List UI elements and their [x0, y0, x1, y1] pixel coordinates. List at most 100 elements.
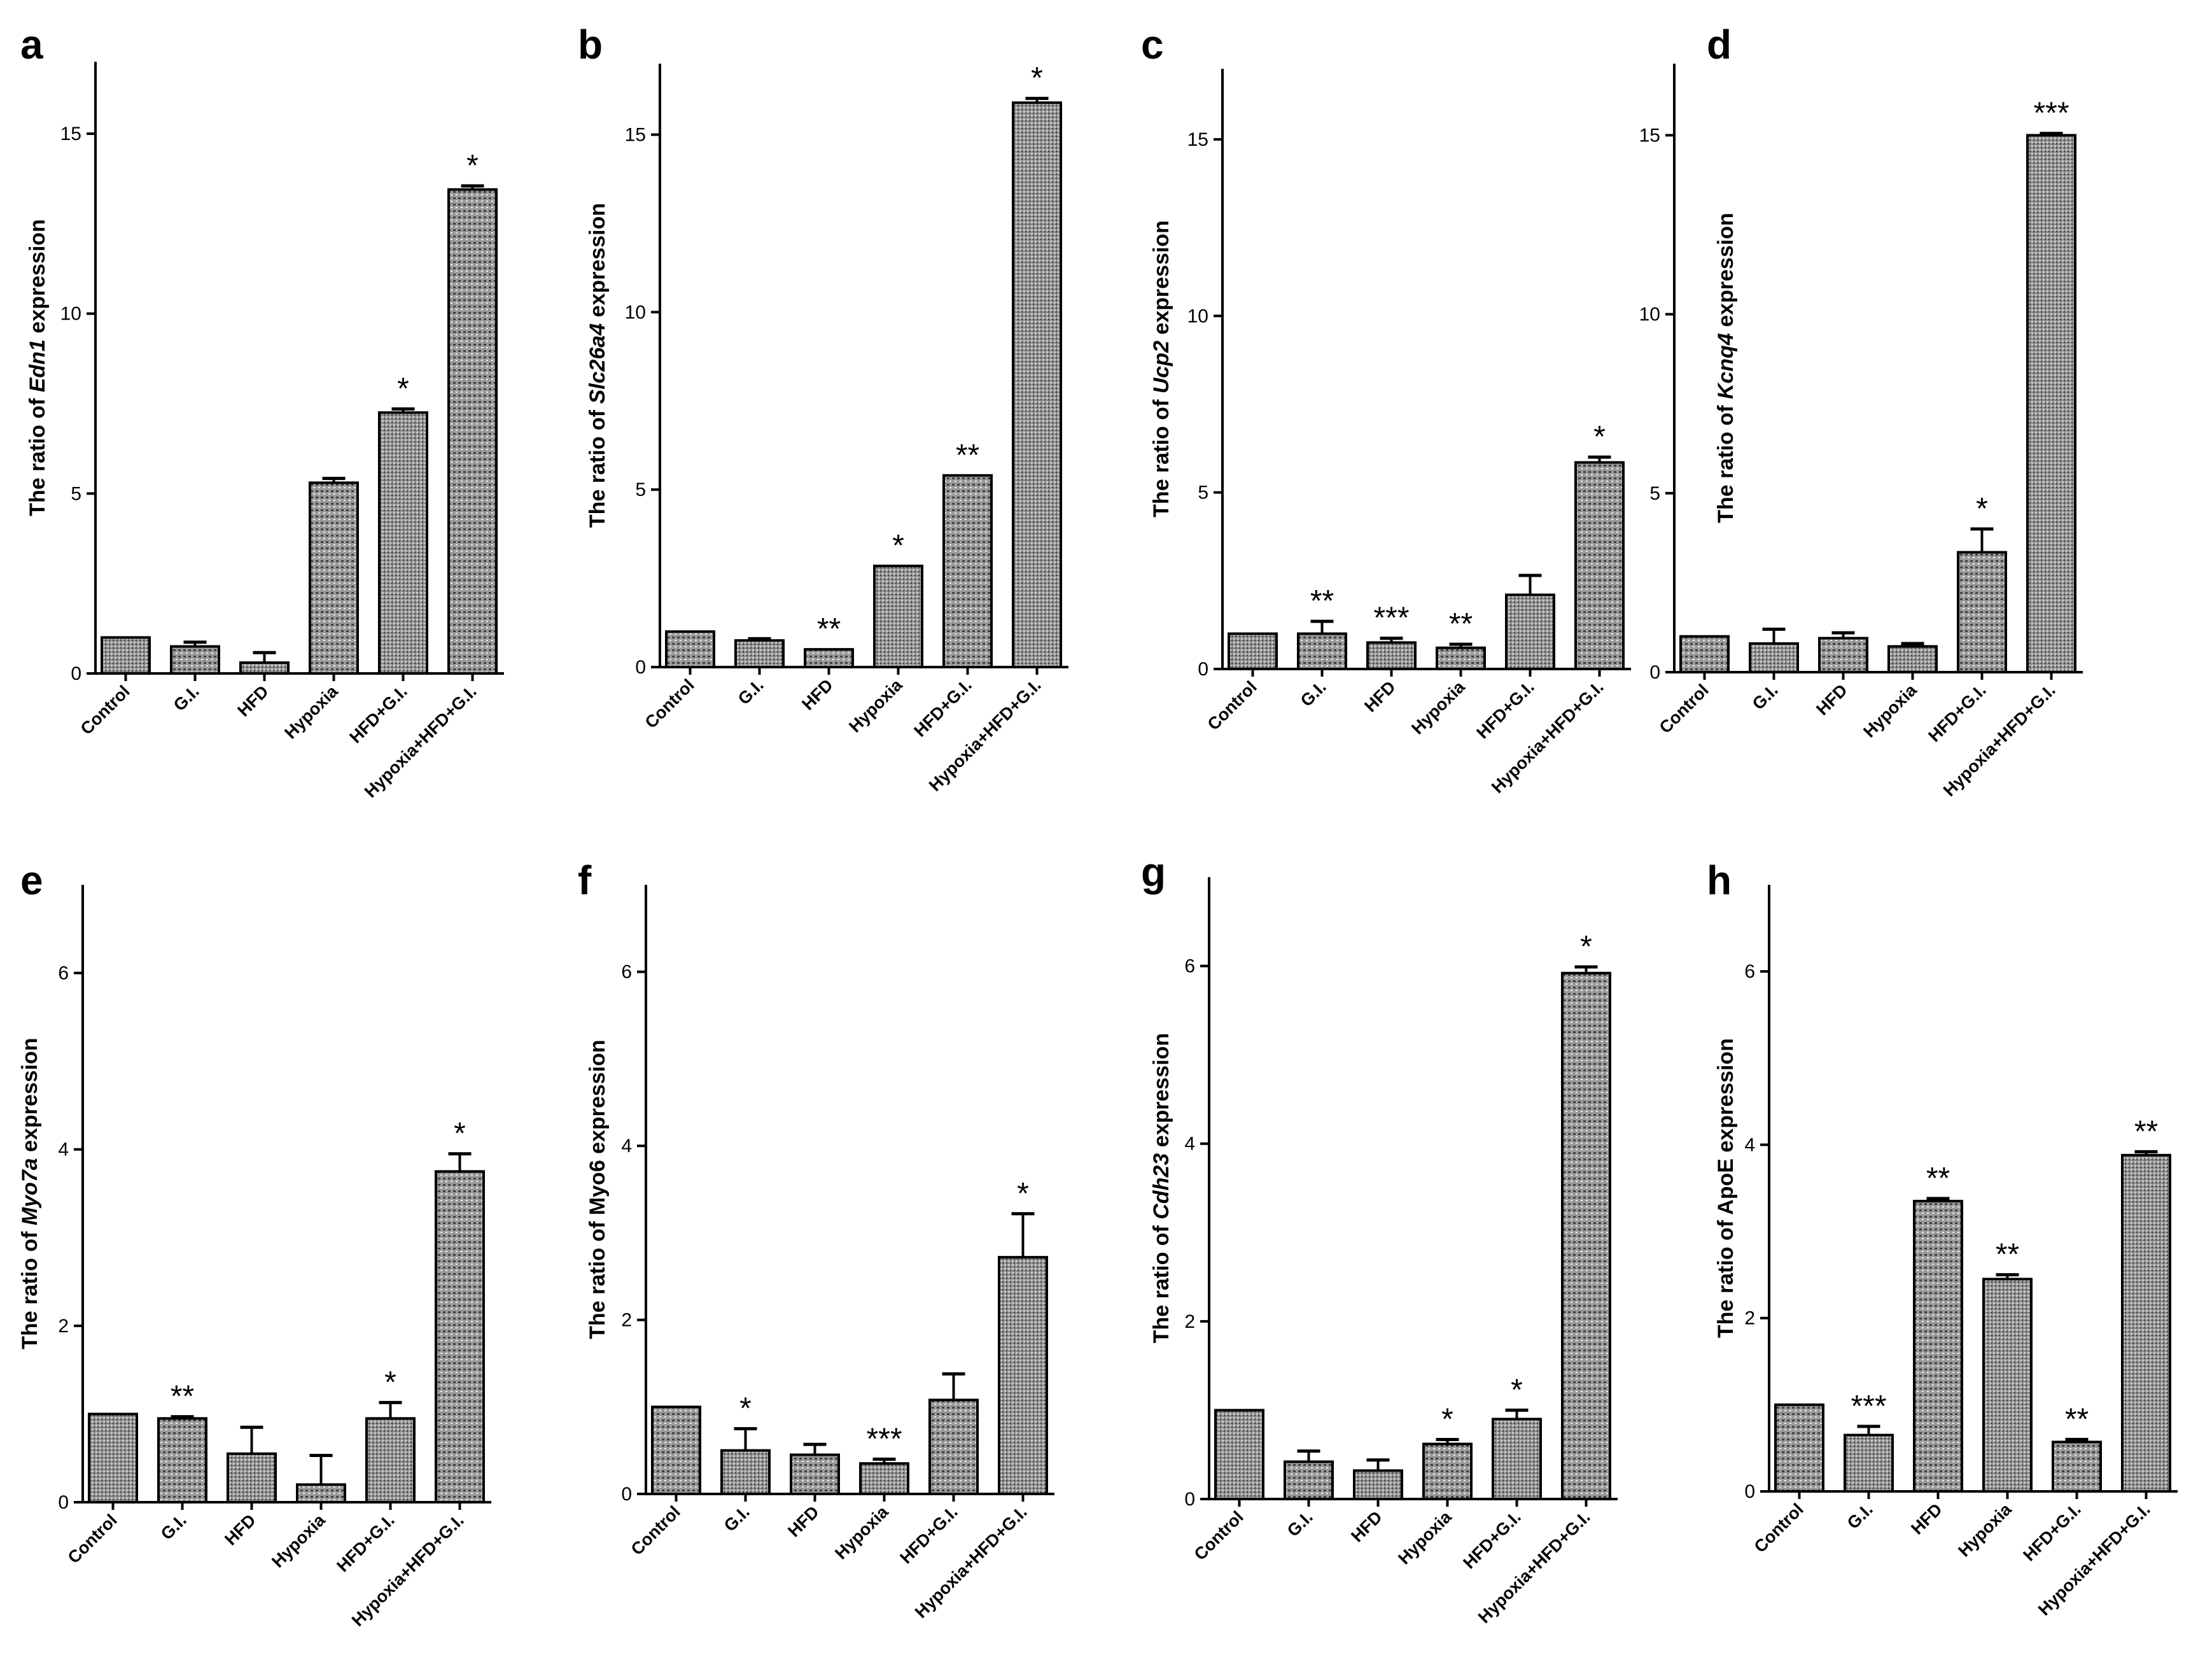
bar — [1436, 646, 1486, 671]
category-label: Control — [1751, 1500, 1807, 1556]
y-axis-label-prefix: The ratio of ApoE expression — [1714, 1038, 1738, 1338]
y-tick-label: 4 — [621, 1136, 632, 1157]
category-label: Hypoxia — [1394, 1507, 1455, 1568]
significance-label: * — [1976, 492, 1988, 526]
bar — [873, 565, 923, 669]
significance-label: * — [1593, 420, 1606, 454]
category-label: Hypoxia — [831, 1502, 892, 1563]
y-axis-label-suffix: expression — [25, 219, 50, 339]
panel-g: g 0 2 4 6 The ratio of Cdh23 expression Contro… — [1141, 849, 1618, 1627]
y-axis-label-gene: Slc26a4 — [585, 323, 610, 404]
y-tick-label: 0 — [71, 663, 81, 684]
significance-label: * — [892, 529, 904, 563]
y-axis-label-prefix: The ratio of — [585, 404, 610, 528]
y-tick-label: 0 — [1649, 662, 1660, 683]
bar — [227, 1452, 277, 1503]
panel-e: e 0 2 4 6 The ratio of Myo7a expression Contro… — [18, 857, 491, 1630]
y-axis-label-prefix: The ratio of — [1149, 393, 1173, 518]
y-axis-label: The ratio of ApoE expression — [1714, 1038, 1738, 1338]
y-tick-label: 0 — [58, 1492, 69, 1513]
significance-label: * — [1441, 1402, 1453, 1436]
panel-label: b — [578, 22, 603, 67]
bar — [1957, 551, 2007, 673]
category-label: Hypoxia — [268, 1510, 329, 1571]
y-axis-label-suffix: expression — [1714, 213, 1738, 333]
bar — [1844, 1433, 1894, 1493]
y-axis-label-suffix: expression — [18, 1038, 42, 1158]
significance-label: ** — [1926, 1162, 1950, 1195]
category-label: HFD — [1347, 1507, 1385, 1546]
category-label: G.I. — [157, 1511, 190, 1544]
bar — [1818, 637, 1868, 674]
category-label: Hypoxia — [845, 675, 906, 736]
y-tick-label: 2 — [1184, 1311, 1195, 1332]
panel-b: b 0 5 10 15 The ratio of Slc26a4 expression Co… — [578, 22, 1068, 795]
bar — [1366, 641, 1417, 670]
significance-label: * — [1511, 1373, 1523, 1407]
y-axis-label-prefix: The ratio of — [18, 1225, 42, 1349]
significance-label: *** — [1851, 1390, 1886, 1423]
bar — [665, 630, 715, 668]
bar — [88, 1412, 138, 1503]
category-label: Control — [641, 675, 698, 732]
y-axis-label: The ratio of Slc26a4 expression — [585, 203, 610, 528]
category-label: Control — [627, 1502, 684, 1559]
y-axis-label-prefix: The ratio of Myo6 expression — [585, 1039, 610, 1339]
category-label: Control — [1656, 680, 1712, 737]
bar — [378, 411, 428, 675]
significance-label: *** — [866, 1422, 902, 1456]
category-label: Control — [77, 682, 134, 738]
category-label: G.I. — [734, 675, 767, 708]
significance-label: * — [1031, 62, 1043, 95]
y-tick-label: 6 — [1744, 961, 1755, 982]
significance-label: * — [739, 1391, 752, 1425]
category-label: Hypoxia — [281, 681, 342, 742]
category-label: HFD+G.I. — [1459, 1507, 1524, 1572]
bar — [942, 474, 993, 669]
y-axis-label-prefix: The ratio of — [25, 392, 50, 516]
y-tick-label: 15 — [60, 123, 81, 144]
panel-h: h 0 2 4 6 The ratio of ApoE expression Control… — [1707, 857, 2178, 1619]
panel-d: d 0 5 10 15 The ratio of Kcnq4 expression Cont… — [1639, 22, 2083, 800]
bar — [1284, 1460, 1334, 1500]
y-tick-label: 10 — [1187, 306, 1208, 327]
significance-label: ** — [2065, 1402, 2089, 1436]
category-label: HFD — [784, 1502, 822, 1540]
category-label: Control — [64, 1511, 121, 1567]
bar — [447, 188, 498, 675]
bar — [157, 1417, 207, 1504]
y-tick-label: 0 — [1184, 1489, 1195, 1510]
y-tick-label: 10 — [625, 302, 646, 323]
bar — [1353, 1469, 1403, 1501]
bar — [998, 1256, 1048, 1495]
bar — [1913, 1199, 1963, 1493]
y-axis-label: The ratio of Cdh23 expression — [1149, 1033, 1173, 1343]
y-axis-label: The ratio of Ucp2 expression — [1149, 220, 1173, 518]
bar — [2052, 1440, 2102, 1493]
category-label: Hypoxia — [1954, 1499, 2015, 1560]
category-label: Control — [1204, 677, 1261, 734]
y-axis-label: The ratio of Kcnq4 expression — [1714, 213, 1738, 523]
bar — [928, 1398, 979, 1496]
bar — [170, 645, 220, 675]
significance-label: * — [1580, 930, 1592, 964]
y-tick-label: 15 — [1187, 129, 1208, 150]
category-label: HFD+G.I. — [346, 682, 410, 747]
y-tick-label: 15 — [1639, 125, 1660, 146]
y-tick-label: 4 — [1744, 1134, 1755, 1155]
significance-label: ** — [817, 612, 841, 646]
panel-label: g — [1141, 849, 1166, 895]
bar — [101, 636, 151, 675]
category-label: HFD — [234, 682, 272, 720]
bar — [1887, 645, 1938, 673]
panel-label: e — [20, 857, 43, 903]
category-label: HFD+G.I. — [2019, 1500, 2084, 1565]
panel-label: d — [1707, 22, 1732, 67]
bar — [1422, 1442, 1473, 1501]
panel-c: c 0 5 10 15 The ratio of Ucp2 expression Contr… — [1141, 22, 1631, 797]
category-label: G.I. — [170, 682, 203, 715]
panel-label: c — [1141, 22, 1164, 67]
significance-label: ** — [956, 439, 979, 472]
category-label: Hypoxia — [1408, 677, 1469, 738]
bar — [734, 639, 785, 668]
